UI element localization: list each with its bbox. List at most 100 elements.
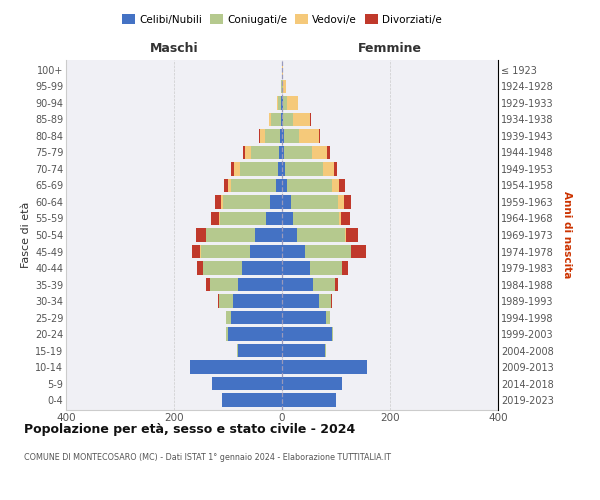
Bar (341, 212, 350, 225)
Bar (282, 162, 285, 175)
Bar (211, 212, 219, 225)
Bar (282, 245, 305, 258)
Bar (344, 228, 346, 241)
Text: COMUNE DI MONTECOSARO (MC) - Dati ISTAT 1° gennaio 2024 - Elaborazione TUTTITALI: COMUNE DI MONTECOSARO (MC) - Dati ISTAT … (24, 452, 391, 462)
Bar (233, 294, 282, 308)
Bar (282, 64, 283, 76)
Bar (255, 228, 282, 241)
Bar (335, 278, 338, 291)
Bar (226, 311, 230, 324)
Bar (338, 212, 341, 225)
Bar (283, 80, 286, 93)
Bar (282, 130, 284, 142)
Bar (319, 130, 320, 142)
Text: Popolazione per età, sesso e stato civile - 2024: Popolazione per età, sesso e stato civil… (24, 422, 355, 436)
Bar (206, 278, 209, 291)
Bar (235, 162, 240, 175)
Bar (310, 262, 343, 274)
Bar (270, 196, 282, 208)
Bar (284, 146, 312, 159)
Bar (282, 262, 310, 274)
Bar (231, 179, 275, 192)
Bar (332, 179, 339, 192)
Bar (282, 311, 326, 324)
Bar (240, 162, 278, 175)
Bar (282, 80, 283, 93)
Bar (221, 394, 282, 406)
Bar (287, 96, 298, 110)
Bar (260, 130, 265, 142)
Bar (259, 130, 260, 142)
Bar (197, 262, 203, 274)
Bar (220, 212, 266, 225)
Bar (206, 228, 255, 241)
Bar (238, 344, 282, 357)
Bar (282, 344, 325, 357)
Bar (228, 179, 231, 192)
Bar (190, 360, 282, 374)
Bar (209, 278, 238, 291)
Bar (334, 162, 337, 175)
Bar (243, 146, 245, 159)
Bar (280, 130, 282, 142)
Text: Femmine: Femmine (358, 42, 422, 55)
Bar (215, 196, 221, 208)
Bar (224, 179, 228, 192)
Bar (312, 146, 328, 159)
Bar (293, 212, 339, 225)
Bar (283, 96, 287, 110)
Bar (266, 212, 282, 225)
Bar (282, 146, 284, 159)
Bar (277, 96, 278, 110)
Bar (282, 212, 293, 225)
Bar (219, 212, 220, 225)
Bar (326, 311, 329, 324)
Bar (282, 96, 283, 110)
Bar (265, 130, 280, 142)
Bar (271, 113, 281, 126)
Bar (241, 262, 282, 274)
Bar (284, 130, 299, 142)
Bar (339, 179, 344, 192)
Bar (282, 179, 287, 192)
Bar (282, 228, 297, 241)
Bar (220, 294, 233, 308)
Bar (282, 196, 290, 208)
Bar (281, 96, 282, 110)
Bar (251, 146, 280, 159)
Bar (346, 228, 358, 241)
Bar (290, 196, 338, 208)
Bar (282, 278, 313, 291)
Bar (212, 377, 282, 390)
Bar (275, 179, 282, 192)
Text: Maschi: Maschi (149, 42, 199, 55)
Bar (323, 162, 334, 175)
Bar (351, 245, 366, 258)
Bar (281, 80, 282, 93)
Bar (269, 113, 271, 126)
Bar (278, 96, 281, 110)
Y-axis label: Anni di nascita: Anni di nascita (562, 192, 572, 278)
Bar (230, 311, 282, 324)
Bar (332, 328, 333, 340)
Bar (331, 294, 332, 308)
Bar (221, 196, 223, 208)
Bar (299, 130, 319, 142)
Bar (282, 294, 319, 308)
Bar (283, 113, 293, 126)
Bar (338, 196, 344, 208)
Bar (203, 262, 241, 274)
Bar (236, 344, 238, 357)
Bar (245, 146, 251, 159)
Bar (319, 294, 331, 308)
Bar (201, 245, 250, 258)
Bar (287, 179, 332, 192)
Bar (278, 162, 282, 175)
Bar (218, 294, 220, 308)
Bar (282, 360, 367, 374)
Bar (250, 245, 282, 258)
Bar (328, 146, 329, 159)
Bar (297, 228, 344, 241)
Bar (228, 328, 282, 340)
Bar (313, 278, 335, 291)
